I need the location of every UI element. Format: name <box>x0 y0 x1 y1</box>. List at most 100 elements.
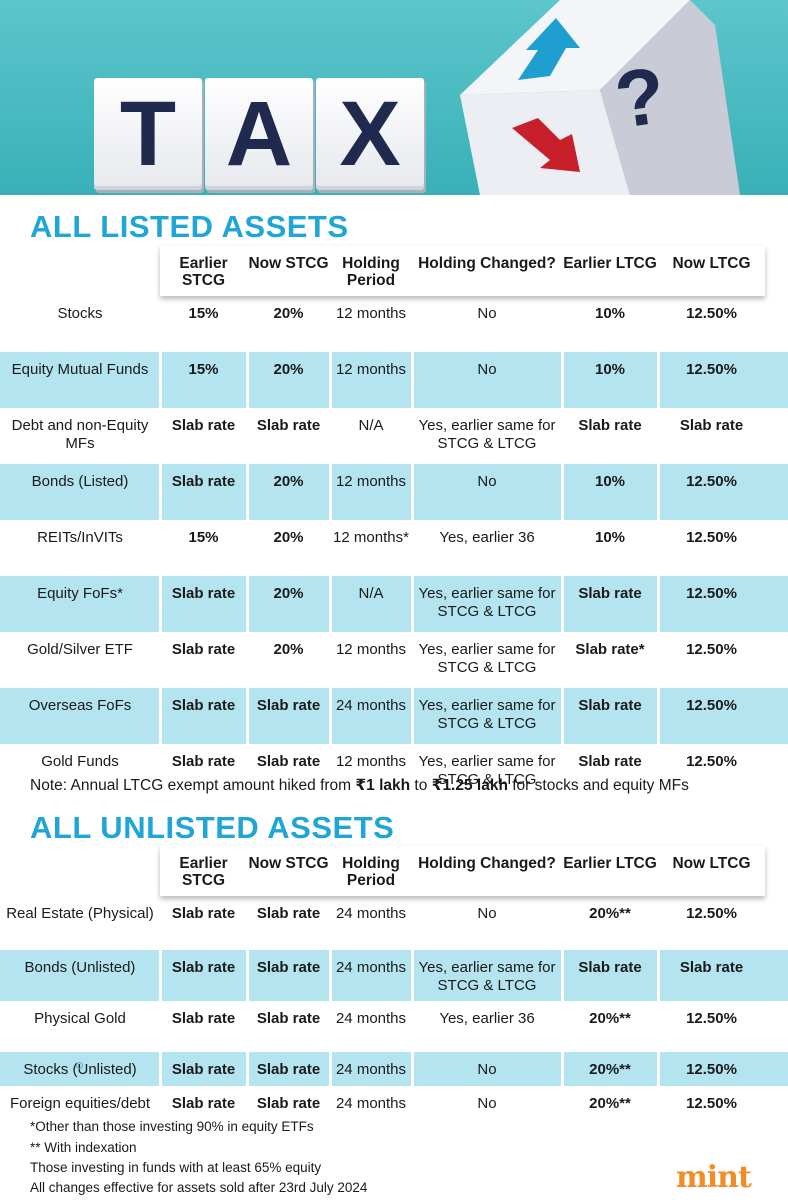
cell-now-stcg: 20% <box>273 361 304 378</box>
cell-holding-period: 24 months <box>335 1061 407 1078</box>
cell-now-ltcg: 12.50% <box>686 529 737 546</box>
table-row: Stocks 15% 20% 12 months No 10% 12.50% <box>0 296 788 352</box>
cell-now-stcg: Slab rate <box>256 753 321 770</box>
cell-now-stcg: Slab rate <box>256 697 321 714</box>
cell-asset: Equity FoFs* <box>37 585 123 602</box>
unlisted-table-header: Earlier STCG Now STCG Holding Period Hol… <box>0 846 788 896</box>
cell-holding-period: 24 months <box>335 905 407 922</box>
cell-holding-changed: No <box>477 1061 497 1078</box>
listed-table-header: Earlier STCG Now STCG Holding Period Hol… <box>0 246 788 296</box>
cell-asset: Bonds (Unlisted) <box>24 959 136 976</box>
footnote-1: *Other than those investing 90% in equit… <box>30 1119 314 1134</box>
cell-asset: Bonds (Listed) <box>31 473 129 490</box>
mint-logo: mint <box>676 1160 752 1195</box>
cell-holding-period: 12 months <box>335 753 407 770</box>
table-row: Real Estate (Physical) Slab rate Slab rate… <box>0 896 788 950</box>
cell-holding-period: 24 months <box>335 697 407 714</box>
cell-now-stcg: Slab rate <box>256 959 321 976</box>
col-holding-period: Holding Period <box>342 855 400 889</box>
arrow-up-icon <box>518 18 580 80</box>
letter-tile-a: A <box>205 78 313 190</box>
cell-earlier-ltcg: 10% <box>594 529 626 546</box>
cell-holding-changed: No <box>477 473 497 490</box>
cell-holding-period: 24 months <box>335 1010 407 1027</box>
cell-earlier-ltcg: Slab rate <box>578 585 642 602</box>
cell-holding-changed: Yes, earlier same for STCG & LTCG <box>418 959 556 994</box>
cell-earlier-stcg: 15% <box>188 361 219 378</box>
letter-tile-t: T <box>94 78 202 190</box>
cell-now-stcg: 20% <box>273 473 304 490</box>
table-row: Gold/Silver ETF Slab rate 20% 12 months Yes,… <box>0 632 788 688</box>
footnote-2: ** With indexation <box>30 1140 137 1155</box>
table-row: Gold Funds Slab rate Slab rate 12 months Yes… <box>0 744 788 794</box>
listed-assets-table: Earlier STCG Now STCG Holding Period Hol… <box>0 246 788 794</box>
unlisted-assets-heading: ALL UNLISTED ASSETS <box>30 810 395 845</box>
cell-holding-period: 24 months <box>335 1095 407 1112</box>
cell-now-stcg: 20% <box>273 585 304 602</box>
cell-holding-period: 12 months* <box>333 529 409 546</box>
cell-asset: Gold Funds <box>41 753 119 770</box>
cell-now-stcg: 20% <box>273 641 304 658</box>
cell-asset: Equity Mutual Funds <box>11 361 149 378</box>
cell-earlier-stcg: Slab rate <box>171 959 236 976</box>
cell-asset: Stocks (Unlisted) <box>23 1061 137 1078</box>
cell-earlier-stcg: Slab rate <box>171 697 236 714</box>
cell-now-stcg: 20% <box>273 529 304 546</box>
table-row: Bonds (Listed) Slab rate 20% 12 months No 10%… <box>0 464 788 520</box>
cell-earlier-ltcg: Slab rate <box>578 697 642 714</box>
cell-now-ltcg: 12.50% <box>686 1095 737 1112</box>
cell-earlier-ltcg: 20%** <box>589 1095 631 1112</box>
table-row: Stocks (Unlisted) Slab rate Slab rate 24 mo… <box>0 1052 788 1086</box>
cell-now-ltcg: 12.50% <box>686 305 737 322</box>
cell-earlier-stcg: Slab rate <box>171 1010 236 1027</box>
cell-now-stcg: Slab rate <box>256 1061 321 1078</box>
table-row: Equity Mutual Funds 15% 20% 12 months No 10% 1… <box>0 352 788 408</box>
cell-earlier-ltcg: 20%** <box>589 905 631 922</box>
cell-now-stcg: Slab rate <box>256 417 321 434</box>
col-now-ltcg: Now LTCG <box>672 255 751 272</box>
cell-earlier-ltcg: 10% <box>594 361 626 378</box>
cell-earlier-ltcg: 10% <box>594 305 626 322</box>
cell-holding-changed: No <box>477 305 497 322</box>
cell-holding-period: N/A <box>358 417 384 434</box>
cell-now-ltcg: 12.50% <box>686 641 737 658</box>
cell-now-ltcg: Slab rate <box>679 417 744 434</box>
unlisted-assets-table: Earlier STCG Now STCG Holding Period Hol… <box>0 846 788 1130</box>
letter-a: A <box>225 82 293 185</box>
cell-earlier-stcg: 15% <box>188 305 219 322</box>
cell-now-ltcg: 12.50% <box>686 361 737 378</box>
cell-holding-period: N/A <box>358 585 384 602</box>
cell-earlier-stcg: Slab rate <box>171 417 236 434</box>
cell-asset: REITs/InVITs <box>37 529 123 546</box>
cell-asset: Stocks <box>57 305 103 322</box>
col-earlier-stcg: Earlier STCG <box>179 255 228 289</box>
letter-t: T <box>119 82 177 185</box>
cell-asset: Gold/Silver ETF <box>27 641 133 658</box>
cell-earlier-ltcg: 20%** <box>589 1010 631 1027</box>
col-holding-period: Holding Period <box>342 255 400 289</box>
footnote-3: Those investing in funds with at least 6… <box>30 1160 322 1175</box>
table-row: Physical Gold Slab rate Slab rate 24 months… <box>0 1001 788 1052</box>
letter-x: X <box>339 82 401 185</box>
table-row: Bonds (Unlisted) Slab rate Slab rate 24 mon… <box>0 950 788 1001</box>
cell-holding-period: 12 months <box>335 361 407 378</box>
cell-now-stcg: Slab rate <box>256 1095 321 1112</box>
cell-holding-changed: Yes, earlier same for STCG & LTCG <box>418 417 556 452</box>
cell-asset: Overseas FoFs <box>28 697 132 714</box>
cell-earlier-ltcg: 20%** <box>589 1061 631 1078</box>
cell-asset: Foreign equities/debt <box>9 1095 151 1112</box>
cell-holding-changed: No <box>477 905 497 922</box>
cell-holding-changed: Yes, earlier same for STCG & LTCG <box>418 641 556 676</box>
cell-earlier-stcg: Slab rate <box>171 753 236 770</box>
cell-now-ltcg: 12.50% <box>686 697 737 714</box>
cell-earlier-stcg: 15% <box>188 529 219 546</box>
cell-holding-changed: Yes, earlier same for STCG & LTCG <box>418 753 556 788</box>
cell-earlier-ltcg: Slab rate <box>578 417 642 434</box>
cell-earlier-ltcg: Slab rate <box>578 753 642 770</box>
decorative-dot <box>76 1062 83 1069</box>
cell-holding-changed: Yes, earlier 36 <box>439 1010 535 1027</box>
cell-now-ltcg: Slab rate <box>679 959 744 976</box>
cell-holding-period: 12 months <box>335 473 407 490</box>
cell-now-ltcg: 12.50% <box>686 905 737 922</box>
cell-holding-changed: Yes, earlier same for STCG & LTCG <box>418 585 556 620</box>
